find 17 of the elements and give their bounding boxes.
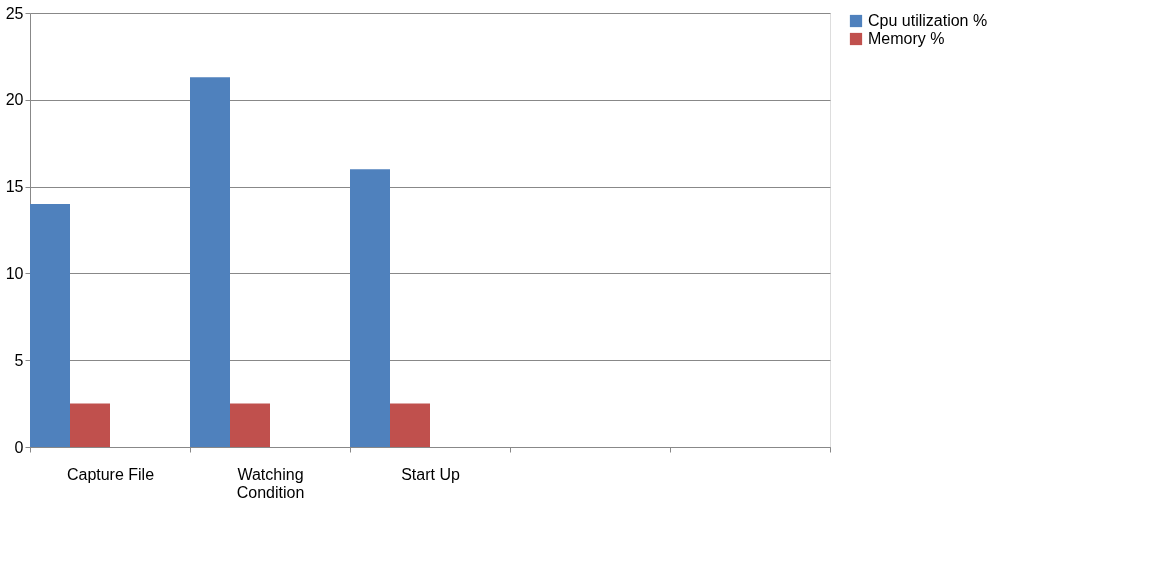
- bar: [190, 77, 230, 447]
- bar: [350, 169, 390, 447]
- bar: [230, 403, 270, 447]
- x-tick-label: Capture File: [66, 465, 155, 483]
- y-tick-label: 20: [5, 91, 24, 109]
- x-tick-label: Watching Condition: [236, 465, 305, 501]
- y-tick-label: 0: [14, 438, 24, 456]
- legend-label: Cpu utilization %: [868, 12, 988, 29]
- bar: [390, 403, 430, 447]
- y-tick-label: 15: [5, 178, 24, 196]
- bar: [70, 403, 110, 447]
- y-tick-label: 5: [14, 351, 24, 369]
- y-tick-label: 25: [5, 4, 24, 22]
- bar: [30, 203, 70, 447]
- x-tick-label: Start Up: [401, 465, 460, 483]
- y-tick-label: 10: [5, 264, 24, 282]
- legend-label: Memory %: [868, 30, 945, 47]
